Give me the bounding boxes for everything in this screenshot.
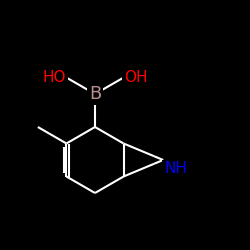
Text: NH: NH: [164, 161, 187, 176]
Text: OH: OH: [124, 70, 147, 85]
Text: HO: HO: [43, 70, 66, 85]
Text: B: B: [89, 85, 101, 103]
